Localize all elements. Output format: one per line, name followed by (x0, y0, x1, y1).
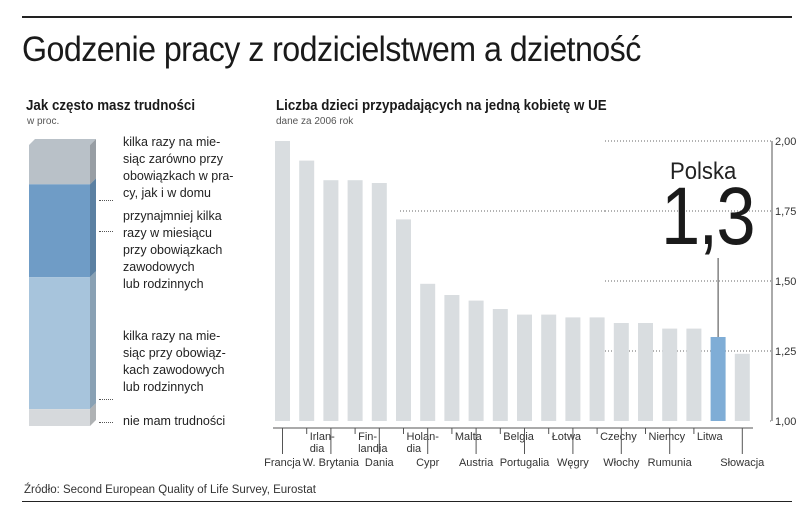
highlight-country-label: Polska (670, 158, 737, 185)
x-tick-label: Węgry (557, 457, 589, 469)
chart-heading: Liczba dzieci przypadających na jedną ko… (276, 98, 607, 114)
bar (565, 317, 581, 421)
bar (686, 328, 702, 421)
bar (541, 314, 557, 421)
legend-line: przy obowiązkach (123, 243, 223, 257)
bar (492, 309, 508, 421)
stack-segment (29, 184, 90, 278)
bar (275, 141, 290, 421)
stack-legend-label: kilka razy na mie-siąc zarówno przy obowi… (123, 134, 233, 202)
x-tick-label: W. Brytania (303, 457, 360, 469)
legend-line: kach zawodowych (123, 363, 225, 377)
y-tick-label: 1,50 (775, 276, 796, 288)
bar (589, 317, 605, 421)
bottom-rule (22, 501, 792, 502)
x-tick-label: Rumunia (648, 457, 693, 469)
bar (662, 328, 678, 421)
x-tick-label: Czechy (600, 431, 637, 443)
legend-line: kilka razy na mie- (123, 329, 221, 343)
x-tick-label: Malta (455, 431, 483, 443)
legend-leader (99, 422, 113, 423)
x-tick-label: dia (407, 443, 423, 455)
left-panel-heading: Jak często masz trudności (26, 98, 196, 114)
y-tick-label: 1,00 (775, 416, 796, 428)
stack-legend-label: przynajmniej kilka razy w miesiącu przy ob… (123, 208, 222, 293)
legend-leader (99, 231, 113, 232)
x-tick-label: Portugalia (500, 457, 550, 469)
x-tick-label: Holan- (407, 431, 440, 443)
legend-line: lub rodzinnych (123, 380, 204, 394)
legend-line: razy w miesiącu (123, 226, 212, 240)
legend-line: siąc zarówno przy (123, 152, 224, 166)
bar (638, 323, 653, 421)
top-rule (22, 16, 792, 18)
x-tick-label: Dania (365, 457, 395, 469)
bar (299, 160, 315, 421)
stack-segment-side (90, 178, 96, 278)
y-tick-label: 2,00 (775, 136, 796, 148)
x-tick-label: Cypr (416, 457, 440, 469)
x-tick-label: dia (310, 443, 326, 455)
legend-line: siąc przy obowiąz- (123, 346, 226, 360)
source-note: Źródło: Second European Quality of Life … (24, 484, 316, 496)
bar (517, 314, 532, 421)
x-tick-label: landia (358, 443, 388, 455)
legend-line: lub rodzinnych (123, 277, 204, 291)
legend-leader (99, 200, 113, 201)
bar (710, 337, 726, 421)
legend-line: obowiązkach w pra- (123, 169, 234, 183)
page-title: Godzenie pracy z rodzicielstwem a dzietn… (22, 30, 641, 69)
y-tick-label: 1,75 (775, 206, 796, 218)
stack-segment-side (90, 139, 96, 185)
stack-legend-label: kilka razy na mie-siąc przy obowiąz-kach… (123, 328, 226, 396)
stack-segment (29, 409, 90, 426)
bar (396, 219, 411, 421)
x-tick-label: Włochy (603, 457, 640, 469)
x-tick-label: Irlan- (310, 431, 335, 443)
highlight-value-label: 1,3 (661, 171, 756, 262)
stack-legend-label: nie mam trudności (123, 413, 225, 430)
x-tick-label: Litwa (697, 431, 724, 443)
y-tick-label: 1,25 (775, 346, 796, 358)
legend-line: przynajmniej kilka (123, 209, 222, 223)
stack-segment (29, 145, 90, 185)
legend-leader (99, 399, 113, 400)
left-panel-unit: w proc. (27, 116, 60, 127)
bar (444, 295, 460, 421)
x-tick-label: Francja (264, 457, 302, 469)
x-tick-label: Słowacja (720, 457, 765, 469)
chart-note: dane za 2006 rok (276, 116, 354, 127)
stack-top-face (29, 139, 96, 145)
legend-line: zawodowych (123, 260, 195, 274)
legend-line: kilka razy na mie- (123, 135, 221, 149)
bar (371, 183, 387, 421)
bar (734, 353, 750, 421)
bar (347, 180, 363, 421)
legend-line: cy, jak i w domu (123, 186, 211, 200)
x-tick-label: Fin- (358, 431, 377, 443)
bar (468, 300, 484, 421)
stack-segment-side (90, 403, 96, 426)
x-tick-label: Łotwa (552, 431, 582, 443)
x-tick-label: Austria (459, 457, 494, 469)
bar (323, 180, 339, 421)
x-tick-label: Belgia (503, 431, 534, 443)
stack-segment (29, 277, 90, 410)
bar (613, 323, 629, 421)
stack-segment-side (90, 271, 96, 410)
legend-line: nie mam trudności (123, 414, 226, 428)
bar (420, 283, 436, 421)
x-tick-label: Niemcy (649, 431, 686, 443)
